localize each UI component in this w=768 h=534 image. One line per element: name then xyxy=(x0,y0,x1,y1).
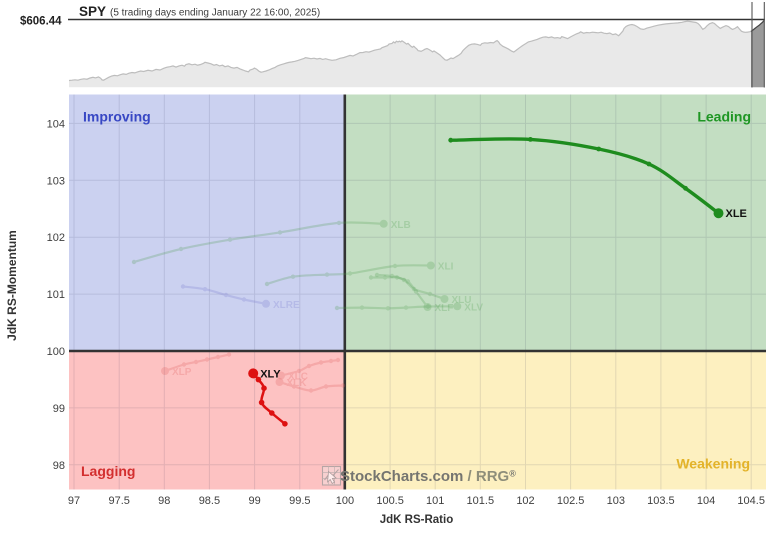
svg-text:XLP: XLP xyxy=(172,367,192,378)
svg-text:101.5: 101.5 xyxy=(467,495,495,507)
svg-text:100: 100 xyxy=(336,495,354,507)
svg-text:XLU: XLU xyxy=(452,295,472,306)
svg-text:XLF: XLF xyxy=(435,303,454,314)
svg-text:104: 104 xyxy=(47,118,65,130)
svg-text:Lagging: Lagging xyxy=(81,463,135,479)
svg-text:97.5: 97.5 xyxy=(108,495,129,507)
svg-text:Weakening: Weakening xyxy=(676,456,750,472)
svg-text:XLE: XLE xyxy=(726,208,747,220)
svg-text:100.5: 100.5 xyxy=(376,495,404,507)
svg-text:XLB: XLB xyxy=(391,220,411,231)
svg-text:Improving: Improving xyxy=(83,109,151,125)
svg-text:JdK RS-Ratio: JdK RS-Ratio xyxy=(380,514,453,526)
svg-text:103: 103 xyxy=(47,175,65,187)
svg-text:XLC: XLC xyxy=(288,372,308,383)
svg-text:(5 trading days ending January: (5 trading days ending January 22 16:00,… xyxy=(110,8,320,19)
svg-text:98: 98 xyxy=(158,495,170,507)
svg-text:101: 101 xyxy=(47,289,65,301)
svg-text:XLK: XLK xyxy=(287,378,308,389)
svg-text:104: 104 xyxy=(697,495,715,507)
svg-text:98.5: 98.5 xyxy=(199,495,220,507)
svg-text:$606.44: $606.44 xyxy=(20,16,62,28)
svg-text:99: 99 xyxy=(248,495,260,507)
svg-text:99.5: 99.5 xyxy=(289,495,310,507)
svg-text:XLI: XLI xyxy=(438,262,454,273)
svg-text:SPY: SPY xyxy=(79,4,106,19)
svg-text:XLV: XLV xyxy=(464,302,483,313)
svg-text:102: 102 xyxy=(516,495,534,507)
svg-text:101: 101 xyxy=(426,495,444,507)
svg-text:103: 103 xyxy=(607,495,625,507)
svg-text:97: 97 xyxy=(68,495,80,507)
svg-text:98: 98 xyxy=(53,460,65,472)
svg-text:Leading: Leading xyxy=(697,109,751,125)
svg-text:104.5: 104.5 xyxy=(737,495,765,507)
svg-text:XLRE: XLRE xyxy=(273,300,300,311)
svg-text:103.5: 103.5 xyxy=(647,495,675,507)
svg-text:102: 102 xyxy=(47,232,65,244)
svg-text:102.5: 102.5 xyxy=(557,495,585,507)
svg-text:JdK RS-Momentum: JdK RS-Momentum xyxy=(5,230,19,341)
svg-text:StockCharts.com / RRG®: StockCharts.com / RRG® xyxy=(340,468,516,485)
svg-text:100: 100 xyxy=(47,346,65,358)
svg-text:99: 99 xyxy=(53,403,65,415)
svg-text:XLY: XLY xyxy=(260,368,281,380)
